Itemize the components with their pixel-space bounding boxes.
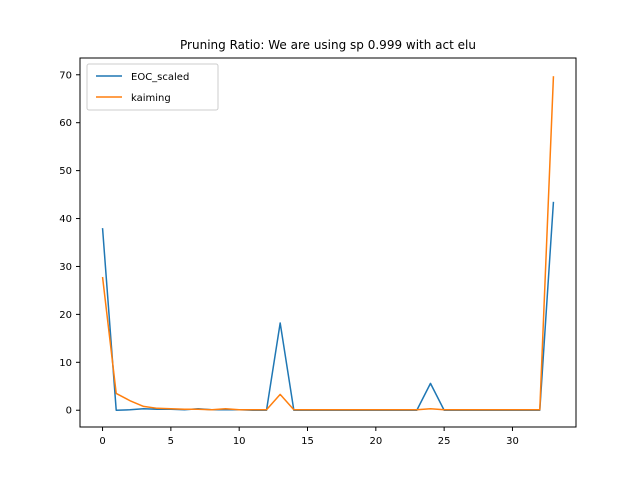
axis-ticks: 0 5 10 15 20 25 30 0 10 20 30 40 50 60 70 [59, 70, 519, 447]
y-tick-label: 20 [59, 310, 72, 321]
y-tick-label: 30 [59, 262, 72, 273]
y-tick-label: 0 [66, 406, 72, 417]
chart-title: Pruning Ratio: We are using sp 0.999 wit… [180, 38, 476, 52]
x-tick-label: 5 [168, 436, 174, 447]
x-tick-label: 20 [369, 436, 382, 447]
y-tick-label: 40 [59, 214, 72, 225]
legend-label-eoc-scaled: EOC_scaled [131, 72, 189, 83]
x-tick-label: 30 [506, 436, 519, 447]
legend-label-kaiming: kaiming [131, 93, 171, 104]
x-tick-label: 0 [99, 436, 105, 447]
x-tick-label: 10 [233, 436, 246, 447]
y-tick-label: 60 [59, 118, 72, 129]
plot-frame [79, 57, 577, 428]
series-line-kaiming [101, 76, 555, 411]
series-line-eoc-scaled [101, 201, 555, 411]
y-tick-label: 70 [59, 70, 72, 81]
x-tick-label: 15 [301, 436, 314, 447]
legend: EOC_scaled kaiming [86, 63, 219, 111]
y-tick-label: 50 [59, 166, 72, 177]
y-tick-label: 10 [59, 358, 72, 369]
x-tick-label: 25 [438, 436, 451, 447]
series-lines [101, 76, 555, 411]
